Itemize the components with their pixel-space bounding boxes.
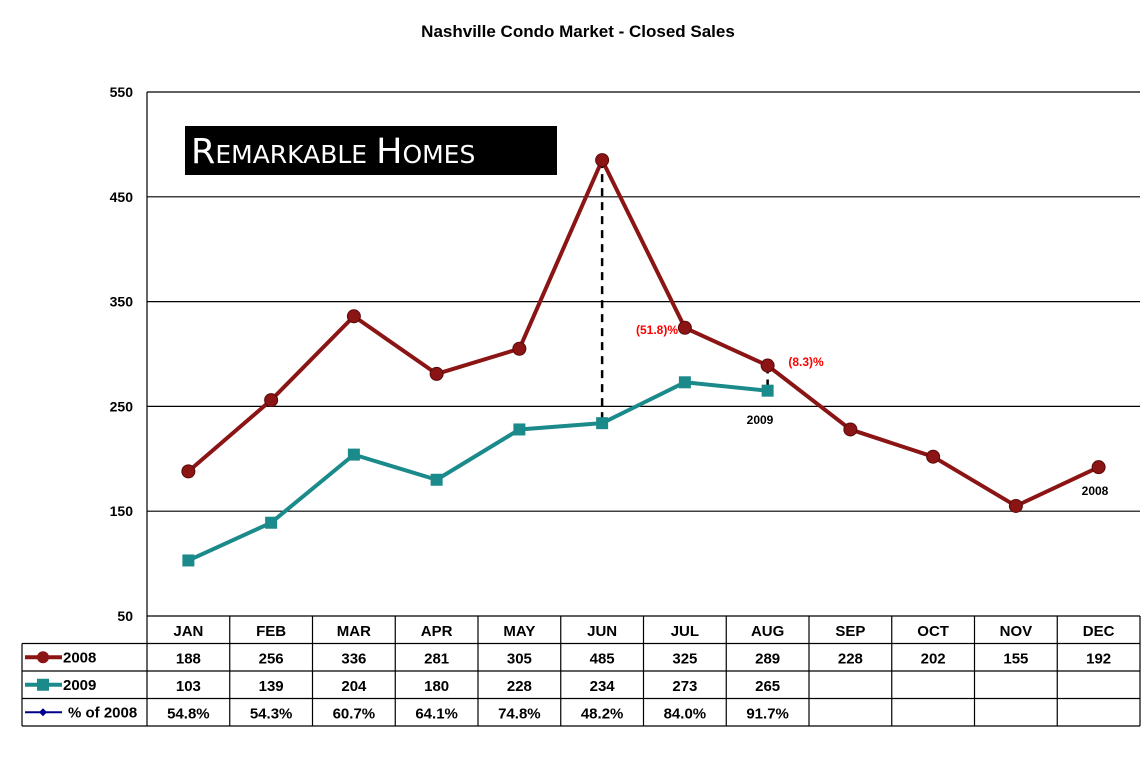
table-cell: 180 (424, 678, 449, 695)
table-cell: 48.2% (581, 705, 624, 722)
gridlines (147, 91, 1140, 512)
table-cell: 74.8% (498, 705, 541, 722)
table-cell: 60.7% (333, 705, 376, 722)
x-tick-label: MAY (503, 623, 535, 640)
data-point-2008 (346, 309, 361, 324)
logo-background (185, 126, 557, 175)
table-cell: 289 (755, 650, 780, 667)
x-tick-label: APR (421, 623, 453, 640)
table-cell: 281 (424, 650, 449, 667)
x-tick-label: NOV (1000, 623, 1033, 640)
legend-label: 2008 (63, 649, 96, 666)
table-cell: 234 (590, 678, 616, 695)
table-cell: 103 (176, 678, 201, 695)
x-tick-label: DEC (1083, 623, 1115, 640)
series-line-2009 (187, 380, 768, 563)
table-cell: 305 (507, 650, 532, 667)
table-cell: 228 (507, 678, 532, 695)
x-tick-label: JUL (671, 623, 699, 640)
series-line-2008 (187, 158, 1100, 508)
table-cell: 64.1% (415, 705, 458, 722)
data-point-2008 (760, 358, 775, 373)
series-lines (187, 158, 1100, 563)
x-tick-label: JAN (173, 623, 203, 640)
data-point-2008 (181, 464, 196, 479)
annotation-label: (8.3)% (788, 355, 824, 369)
legend-label: 2009 (63, 677, 96, 694)
table-cell: 325 (672, 650, 697, 667)
data-point-2009 (513, 423, 526, 436)
annotation-label: (51.8)% (636, 323, 678, 337)
table-cell: 188 (176, 650, 201, 667)
data-point-2008 (677, 320, 692, 335)
x-tick-label: OCT (917, 623, 949, 640)
x-tick-label: FEB (256, 623, 286, 640)
legend-label: % of 2008 (68, 704, 137, 721)
series-markers (181, 153, 1106, 567)
annotations: (51.8)% (8.3)% 2009 2008 (636, 323, 1109, 498)
data-point-2009 (678, 376, 691, 389)
x-tick-label: JUN (587, 623, 617, 640)
table-cell: 202 (921, 650, 946, 667)
x-tick-label: AUG (751, 623, 784, 640)
data-point-2008 (595, 153, 610, 168)
y-tick-label: 150 (110, 503, 134, 519)
data-point-2008 (926, 449, 941, 464)
table-cell: 139 (259, 678, 284, 695)
x-tick-label: SEP (835, 623, 865, 640)
table-cell: 54.8% (167, 705, 210, 722)
table-cell: 54.3% (250, 705, 293, 722)
data-point-2008 (843, 422, 858, 437)
legend-key-marker (37, 651, 49, 664)
data-point-2009 (430, 473, 443, 486)
data-point-2009 (347, 448, 360, 461)
data-point-2009 (596, 417, 609, 430)
data-point-2009 (761, 384, 774, 397)
logo-text: REMARKABLE HOMES (191, 132, 475, 172)
data-point-2008 (1091, 460, 1106, 475)
table-cell: 91.7% (746, 705, 789, 722)
table-cell: 485 (590, 650, 615, 667)
data-point-2008 (512, 341, 527, 356)
chart-title: Nashville Condo Market - Closed Sales (421, 22, 735, 41)
data-point-2008 (264, 393, 279, 408)
annotation-label: 2009 (747, 413, 774, 427)
y-tick-label: 550 (110, 84, 134, 100)
x-tick-label: MAR (337, 623, 371, 640)
y-tick-label: 250 (110, 398, 134, 414)
table-cell: 228 (838, 650, 863, 667)
table-cell: 265 (755, 678, 780, 695)
annotation-label: 2008 (1082, 484, 1109, 498)
data-point-2008 (1008, 498, 1023, 513)
table-cell: 155 (1003, 650, 1028, 667)
table-cell: 273 (672, 678, 697, 695)
table-cell: 336 (341, 650, 366, 667)
legend-key-marker (37, 678, 49, 691)
y-tick-label: 350 (110, 294, 134, 310)
data-point-2008 (429, 366, 444, 381)
table-cell: 192 (1086, 650, 1111, 667)
table-cell: 84.0% (664, 705, 707, 722)
y-tick-label: 450 (110, 189, 134, 205)
data-table: JAN FEB MAR APR MAY JUN JUL AUG SEP OCT NOV DEC 2008… (21, 615, 1141, 727)
legend-key-marker (39, 708, 47, 717)
data-point-2009 (265, 516, 278, 529)
remarkable-homes-logo: REMARKABLE HOMES (185, 126, 557, 175)
table-cell: 256 (259, 650, 284, 667)
y-tick-label: 50 (117, 608, 133, 624)
y-axis-ticks: 50 150 250 350 450 550 (110, 84, 134, 624)
table-cell: 204 (341, 678, 367, 695)
data-point-2009 (182, 554, 195, 567)
